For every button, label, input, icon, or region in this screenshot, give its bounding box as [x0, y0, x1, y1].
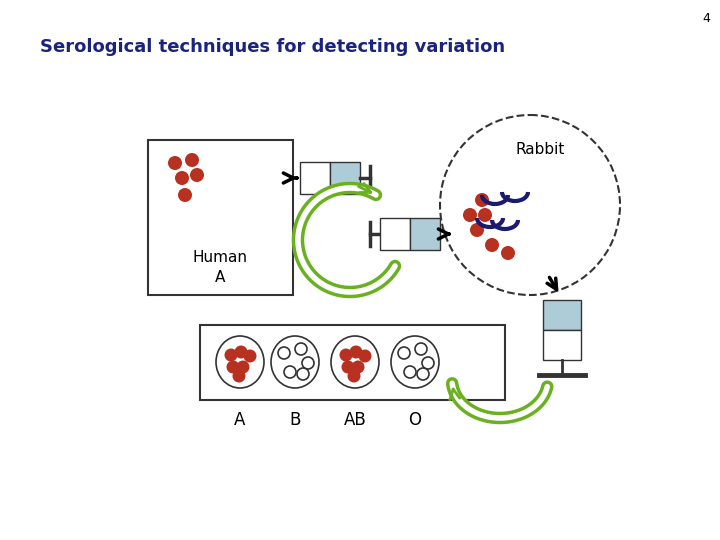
Circle shape	[349, 346, 362, 359]
Text: Serological techniques for detecting variation: Serological techniques for detecting var…	[40, 38, 505, 56]
Text: Rabbit: Rabbit	[516, 143, 564, 158]
Circle shape	[297, 368, 309, 380]
Circle shape	[470, 223, 484, 237]
Bar	[300, 162, 330, 194]
Bar	[330, 162, 360, 194]
Circle shape	[168, 156, 182, 170]
Circle shape	[422, 357, 434, 369]
Circle shape	[404, 366, 416, 378]
Circle shape	[284, 366, 296, 378]
Circle shape	[478, 208, 492, 222]
Circle shape	[501, 246, 515, 260]
Text: AB: AB	[343, 411, 366, 429]
Circle shape	[185, 153, 199, 167]
Circle shape	[463, 208, 477, 222]
Circle shape	[475, 193, 489, 207]
Circle shape	[341, 361, 354, 374]
Circle shape	[227, 361, 240, 374]
Bar	[200, 325, 505, 400]
Ellipse shape	[331, 336, 379, 388]
Bar	[410, 218, 440, 250]
Bar	[148, 140, 293, 295]
Circle shape	[398, 347, 410, 359]
Circle shape	[236, 361, 250, 374]
Circle shape	[278, 347, 290, 359]
Circle shape	[440, 115, 620, 295]
Bar	[543, 330, 581, 360]
Ellipse shape	[216, 336, 264, 388]
Bar	[543, 300, 581, 330]
Circle shape	[359, 349, 372, 362]
Text: O: O	[408, 411, 421, 429]
Text: A: A	[215, 271, 225, 286]
Circle shape	[175, 171, 189, 185]
Circle shape	[348, 369, 361, 382]
Circle shape	[178, 188, 192, 202]
Circle shape	[485, 238, 499, 252]
Text: Human: Human	[192, 251, 248, 266]
Text: 4: 4	[702, 12, 710, 25]
Text: B: B	[289, 411, 301, 429]
Circle shape	[190, 168, 204, 182]
Circle shape	[295, 343, 307, 355]
Circle shape	[225, 348, 238, 361]
Circle shape	[340, 348, 353, 361]
Circle shape	[235, 346, 248, 359]
Ellipse shape	[271, 336, 319, 388]
Circle shape	[243, 349, 256, 362]
Ellipse shape	[391, 336, 439, 388]
Circle shape	[415, 343, 427, 355]
Circle shape	[417, 368, 429, 380]
Circle shape	[351, 361, 364, 374]
Text: A: A	[234, 411, 246, 429]
Circle shape	[233, 369, 246, 382]
Bar	[380, 218, 410, 250]
Circle shape	[302, 357, 314, 369]
